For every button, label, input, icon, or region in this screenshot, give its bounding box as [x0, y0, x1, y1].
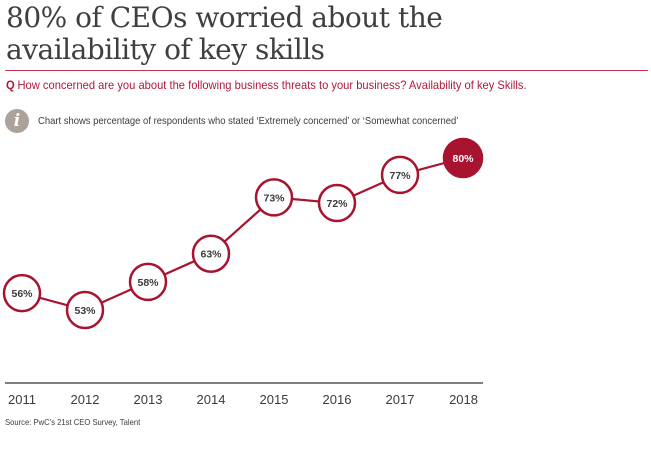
title-line-2: availability of key skills — [6, 33, 325, 66]
data-label-2014: 63% — [200, 249, 222, 261]
data-label-2017: 77% — [389, 170, 411, 182]
x-tick-label-2017: 2017 — [386, 392, 415, 407]
data-label-2011: 56% — [11, 288, 33, 300]
data-point-2015 — [254, 178, 294, 217]
x-tick-label-2018: 2018 — [449, 392, 478, 407]
survey-question: Q How concerned are you about the followi… — [6, 78, 527, 92]
x-tick-label-2012: 2012 — [71, 392, 100, 407]
chart-title: 80% of CEOs worried about the availabili… — [6, 2, 646, 66]
data-label-2015: 73% — [263, 192, 285, 204]
data-point-2017 — [380, 155, 420, 195]
x-tick-label-2014: 2014 — [197, 392, 226, 407]
title-divider — [5, 70, 648, 71]
data-label-2012: 53% — [74, 305, 96, 317]
data-point-2016 — [317, 183, 357, 223]
question-text: How concerned are you about the followin… — [17, 78, 527, 92]
data-point-2011 — [2, 273, 42, 313]
data-point-2018 — [442, 137, 484, 179]
chart-note: Chart shows percentage of respondents wh… — [38, 115, 459, 127]
x-tick-label-2011: 2011 — [8, 392, 36, 407]
data-label-2013: 58% — [137, 277, 159, 289]
data-point-2014 — [191, 234, 231, 273]
source-note: Source: PwC’s 21st CEO Survey, Talent — [5, 417, 141, 427]
x-tick-label-2016: 2016 — [323, 392, 352, 407]
question-marker: Q — [6, 78, 15, 92]
data-label-2018: 80% — [452, 153, 474, 165]
data-label-2016: 72% — [326, 198, 348, 210]
title-line-1: 80% of CEOs worried about the — [6, 1, 443, 34]
x-tick-label-2013: 2013 — [134, 392, 163, 407]
info-icon: i — [5, 109, 29, 133]
data-point-2012 — [65, 290, 105, 330]
x-tick-label-2015: 2015 — [260, 392, 289, 407]
data-point-2013 — [128, 262, 168, 302]
